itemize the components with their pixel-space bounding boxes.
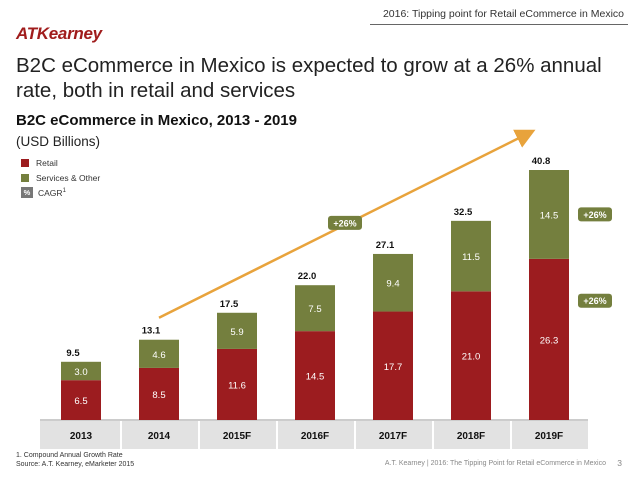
bar-services-2016F — [295, 285, 335, 332]
bar-services-2017F — [373, 253, 413, 312]
bar-services-2014 — [139, 339, 179, 368]
data-label-retail-2015F: 11.6 — [228, 380, 246, 391]
data-label-services-2018F: 11.5 — [462, 252, 480, 263]
total-label-2014: 13.1 — [142, 326, 161, 337]
footnote-source: Source: A.T. Kearney, eMarketer 2015 — [16, 461, 135, 468]
data-label-retail-2016F: 14.5 — [306, 372, 325, 383]
data-label-services-2019F: 14.5 — [540, 210, 559, 221]
tick-label-2015F: 2015F — [223, 431, 251, 442]
bar-retail-2017F — [373, 311, 413, 420]
bar-retail-2014 — [139, 367, 179, 420]
cagr-badge-overall-box — [328, 215, 362, 230]
legend-item-services: Services & Other — [21, 170, 100, 185]
bar-services-2015F — [217, 312, 257, 349]
chart-legend: Retail Services & Other % CAGR1 — [21, 155, 100, 200]
chart-subtitle: (USD Billions) — [16, 134, 101, 149]
data-label-retail-2019F: 26.3 — [540, 335, 559, 346]
data-label-services-2015F: 5.9 — [230, 327, 243, 338]
legend-label-services: Services & Other — [36, 172, 101, 183]
tick-label-2017F: 2017F — [379, 431, 407, 442]
total-label-2016F: 22.0 — [298, 271, 317, 282]
section-label: 2016: Tipping point for Retail eCommerce… — [382, 8, 624, 20]
total-label-2017F: 27.1 — [376, 240, 395, 251]
legend-swatch-retail — [21, 158, 29, 167]
bar-retail-2013 — [61, 380, 101, 420]
bar-retail-2019F — [529, 258, 569, 420]
bar-services-2013 — [61, 361, 101, 381]
tick-label-2013: 2013 — [70, 431, 93, 442]
cagr-badge-services-box — [578, 207, 612, 222]
tick-label-2019F: 2019F — [535, 431, 563, 442]
page-number: 3 — [617, 458, 622, 468]
page-headline: B2C eCommerce in Mexico is expected to g… — [16, 54, 602, 102]
footer-title: A.T. Kearney | 2016: The Tipping Point f… — [384, 460, 606, 467]
cagr-percent-icon: % — [21, 187, 33, 198]
tick-label-2014: 2014 — [148, 431, 171, 442]
data-label-retail-2018F: 21.0 — [462, 352, 481, 363]
legend-item-cagr: % CAGR1 — [21, 185, 100, 200]
bar-retail-2015F — [217, 348, 257, 420]
bar-services-2018F — [451, 220, 491, 292]
footnote-note: 1. Compound Annual Growth Rate — [16, 452, 123, 459]
data-label-retail-2014: 8.5 — [152, 390, 165, 401]
data-label-services-2013: 3.0 — [74, 367, 87, 378]
header-divider — [370, 24, 628, 25]
data-label-services-2017F: 9.4 — [386, 279, 399, 290]
bar-services-2019F — [529, 170, 569, 259]
legend-label-cagr: CAGR1 — [38, 187, 66, 198]
data-label-services-2016F: 7.5 — [308, 304, 321, 315]
data-label-retail-2017F: 17.7 — [384, 362, 403, 373]
total-label-2013: 9.5 — [66, 348, 80, 359]
total-label-2015F: 17.5 — [220, 299, 239, 310]
total-label-2019F: 40.8 — [532, 156, 551, 167]
chart-title: B2C eCommerce in Mexico, 2013 - 2019 — [16, 112, 297, 129]
data-label-services-2014: 4.6 — [152, 350, 165, 361]
tick-label-2016F: 2016F — [301, 431, 329, 442]
cagr-badge-services: +26% — [583, 210, 606, 220]
bar-retail-2018F — [451, 291, 491, 420]
company-logo: ATKearney — [16, 24, 102, 43]
legend-item-retail: Retail — [21, 155, 100, 170]
legend-label-retail: Retail — [36, 157, 58, 168]
cagr-badge-retail-box — [578, 293, 612, 308]
tick-label-2018F: 2018F — [457, 431, 485, 442]
legend-swatch-services — [21, 173, 29, 182]
bar-retail-2016F — [295, 331, 335, 420]
x-axis-band — [40, 421, 588, 449]
data-label-retail-2013: 6.5 — [74, 396, 87, 407]
footnote: 1. Compound Annual Growth Rate Source: A… — [16, 451, 134, 469]
cagr-badge-retail: +26% — [583, 296, 606, 306]
cagr-badge-overall: +26% — [333, 218, 356, 228]
total-label-2018F: 32.5 — [454, 207, 473, 218]
